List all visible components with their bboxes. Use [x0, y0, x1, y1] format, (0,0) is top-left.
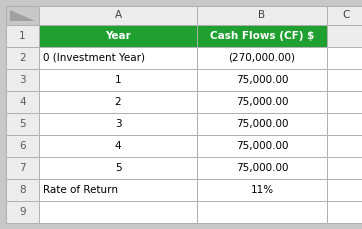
- Bar: [6, 69, 39, 91]
- Text: 75,000.00: 75,000.00: [236, 97, 288, 107]
- Bar: [327, 6, 362, 25]
- Bar: [6, 47, 39, 69]
- Text: 2: 2: [115, 97, 121, 107]
- Bar: [197, 157, 327, 179]
- Bar: [327, 201, 362, 223]
- Bar: [39, 6, 197, 25]
- Text: Cash Flows (CF) $: Cash Flows (CF) $: [210, 31, 314, 41]
- Bar: [197, 201, 327, 223]
- Bar: [39, 69, 197, 91]
- Bar: [6, 113, 39, 135]
- Text: 75,000.00: 75,000.00: [236, 119, 288, 129]
- Text: 11%: 11%: [251, 185, 274, 195]
- Bar: [39, 201, 197, 223]
- Bar: [6, 157, 39, 179]
- Text: 5: 5: [115, 163, 121, 173]
- Bar: [6, 25, 39, 47]
- Bar: [327, 113, 362, 135]
- Text: 3: 3: [115, 119, 121, 129]
- Bar: [197, 113, 327, 135]
- Bar: [39, 179, 197, 201]
- Bar: [39, 47, 197, 69]
- Text: Year: Year: [105, 31, 131, 41]
- Bar: [39, 25, 197, 47]
- Bar: [39, 91, 197, 113]
- Polygon shape: [10, 10, 35, 21]
- Bar: [39, 113, 197, 135]
- Bar: [327, 179, 362, 201]
- Text: 9: 9: [19, 207, 26, 217]
- Text: 6: 6: [19, 141, 26, 151]
- Bar: [6, 201, 39, 223]
- Text: Rate of Return: Rate of Return: [43, 185, 118, 195]
- Text: 1: 1: [19, 31, 26, 41]
- Text: B: B: [258, 11, 266, 21]
- Text: (270,000.00): (270,000.00): [228, 53, 295, 63]
- Bar: [327, 91, 362, 113]
- Bar: [39, 157, 197, 179]
- Bar: [197, 135, 327, 157]
- Text: 75,000.00: 75,000.00: [236, 75, 288, 85]
- Text: 4: 4: [115, 141, 121, 151]
- Text: 8: 8: [19, 185, 26, 195]
- Text: 3: 3: [19, 75, 26, 85]
- Bar: [6, 135, 39, 157]
- Bar: [197, 25, 327, 47]
- Text: 2: 2: [19, 53, 26, 63]
- Text: A: A: [114, 11, 122, 21]
- Bar: [6, 179, 39, 201]
- Bar: [327, 25, 362, 47]
- Text: 1: 1: [115, 75, 121, 85]
- Text: 4: 4: [19, 97, 26, 107]
- Bar: [6, 6, 39, 25]
- Bar: [327, 135, 362, 157]
- Text: 75,000.00: 75,000.00: [236, 163, 288, 173]
- Bar: [327, 47, 362, 69]
- Text: C: C: [342, 11, 350, 21]
- Text: 75,000.00: 75,000.00: [236, 141, 288, 151]
- Bar: [197, 47, 327, 69]
- Bar: [39, 135, 197, 157]
- Bar: [6, 91, 39, 113]
- Bar: [197, 91, 327, 113]
- Bar: [327, 69, 362, 91]
- Text: 5: 5: [19, 119, 26, 129]
- Bar: [197, 69, 327, 91]
- Bar: [197, 179, 327, 201]
- Text: 7: 7: [19, 163, 26, 173]
- Bar: [197, 6, 327, 25]
- Bar: [327, 157, 362, 179]
- Text: 0 (Investment Year): 0 (Investment Year): [43, 53, 145, 63]
